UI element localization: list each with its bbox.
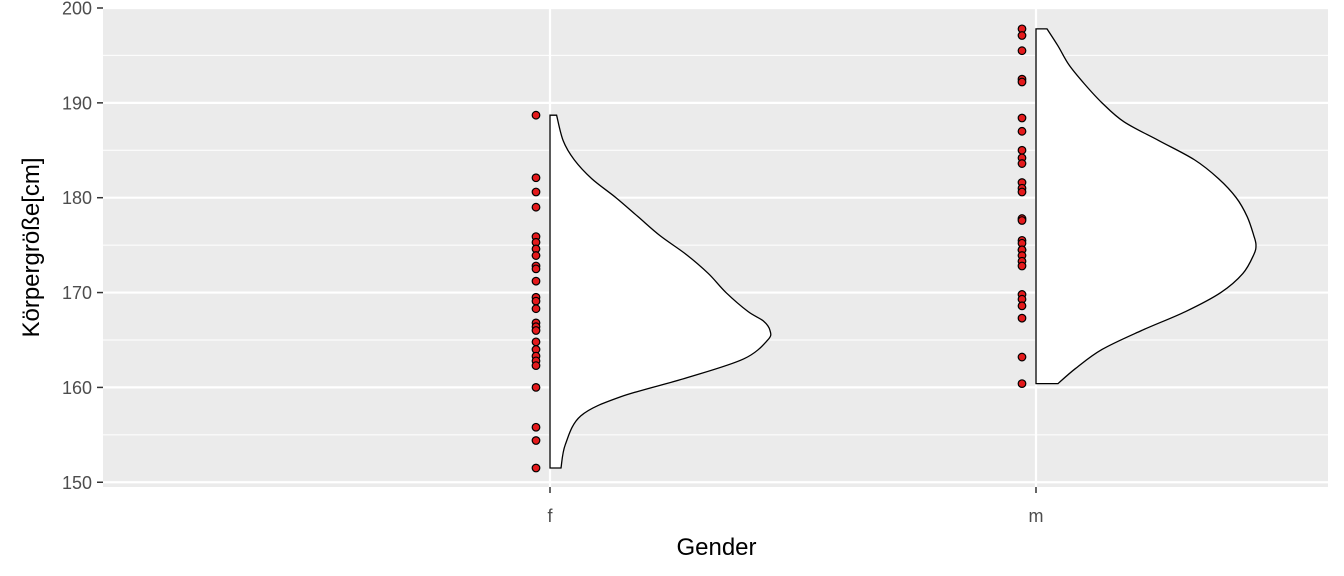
data-point-f: [531, 422, 541, 432]
y-tick-label: 170: [62, 283, 92, 303]
data-point-m: [1017, 301, 1027, 311]
data-point-f: [531, 337, 541, 347]
data-point-f: [531, 276, 541, 286]
violin-f: [549, 114, 772, 469]
data-point-m: [1017, 145, 1027, 155]
data-point-f: [531, 264, 541, 274]
data-point-m: [1017, 126, 1027, 136]
data-point-f: [531, 436, 541, 445]
data-point-m: [1017, 352, 1027, 362]
data-point-f: [531, 383, 541, 392]
x-tick-label-f: f: [547, 506, 553, 526]
x-tick-label-m: m: [1029, 506, 1044, 526]
data-point-f: [531, 110, 541, 120]
data-point-m: [1017, 313, 1027, 323]
data-point-f: [531, 173, 541, 183]
y-axis: 150 160 170 180 190 200: [62, 0, 103, 493]
data-point-m: [1017, 187, 1027, 197]
grid-major: [103, 6, 1328, 487]
data-point-f: [531, 202, 541, 212]
data-point-f: [531, 326, 541, 335]
data-point-m: [1017, 261, 1027, 271]
data-point-m: [1017, 379, 1027, 389]
y-axis-title: Körpergröße[cm]: [18, 157, 45, 337]
data-point-m: [1017, 77, 1027, 87]
data-point-f: [531, 187, 541, 197]
data-point-f: [531, 361, 541, 370]
data-point-f: [531, 463, 541, 473]
x-axis-title: Gender: [676, 534, 756, 561]
y-tick-label: 200: [62, 0, 92, 19]
y-tick-label: 160: [62, 378, 92, 398]
data-point-m: [1017, 31, 1027, 40]
data-point-f: [531, 296, 541, 306]
data-point-f: [531, 251, 541, 260]
y-tick-label: 190: [62, 93, 92, 113]
data-point-f: [531, 304, 541, 314]
data-point-m: [1017, 216, 1027, 225]
data-point-m: [1017, 159, 1027, 168]
y-tick-label: 150: [62, 473, 92, 493]
violins: [549, 28, 1257, 469]
violin-m: [1035, 28, 1257, 385]
y-tick-label: 180: [62, 188, 92, 208]
data-points: [531, 24, 1027, 473]
data-point-m: [1017, 113, 1027, 123]
data-point-m: [1017, 46, 1027, 56]
